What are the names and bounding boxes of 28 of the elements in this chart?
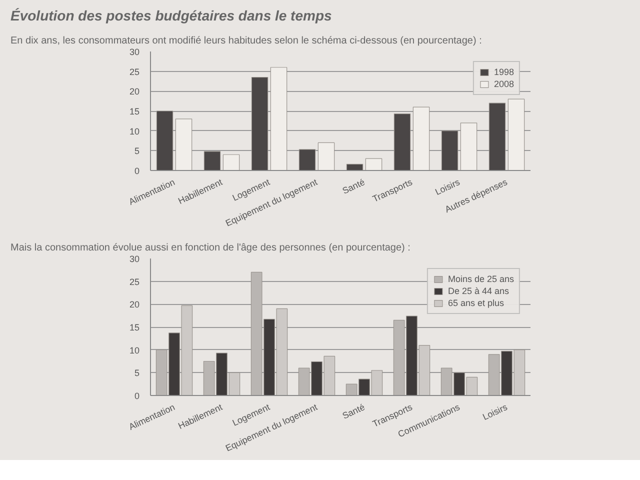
y-tick-label: 15 xyxy=(129,106,140,116)
bar xyxy=(365,158,382,170)
y-tick-label: 30 xyxy=(129,47,140,57)
y-tick-label: 15 xyxy=(129,322,140,332)
y-tick-label: 0 xyxy=(134,391,140,401)
y-tick-label: 20 xyxy=(129,300,140,310)
y-tick-label: 10 xyxy=(129,345,140,356)
y-tick-label: 20 xyxy=(129,86,140,97)
legend-label: 2008 xyxy=(494,79,514,89)
legend-label: 1998 xyxy=(494,67,514,77)
legend-label: Moins de 25 ans xyxy=(448,274,514,284)
chart-title: Mais la consommation évolue aussi en fonction de l'âge des personnes (en pourcentage) : xyxy=(10,242,410,254)
y-tick-label: 5 xyxy=(134,146,140,156)
bar xyxy=(222,154,240,170)
y-tick-label: 10 xyxy=(129,126,140,136)
y-tick-label: 0 xyxy=(134,166,140,176)
x-tick-label: Loisirs xyxy=(434,176,462,198)
y-tick-label: 5 xyxy=(134,368,140,378)
legend-label: De 25 à 44 ans xyxy=(448,286,509,296)
y-tick-label: 25 xyxy=(129,66,140,77)
x-tick-label: Santé xyxy=(340,402,366,421)
legend-label: 65 ans et plus xyxy=(448,298,504,308)
chart-subtitle: En dix ans, les consommateurs ont modifié leurs habitudes selon le schéma ci-dessous (en pourcentage) : xyxy=(10,36,482,46)
x-tick-label: Santé xyxy=(340,176,366,196)
y-tick-label: 30 xyxy=(129,254,140,264)
x-tick-label: Loisirs xyxy=(481,402,510,422)
y-tick-label: 25 xyxy=(129,276,140,287)
chart-title: Évolution des postes budgétaires dans le temps xyxy=(10,8,332,24)
